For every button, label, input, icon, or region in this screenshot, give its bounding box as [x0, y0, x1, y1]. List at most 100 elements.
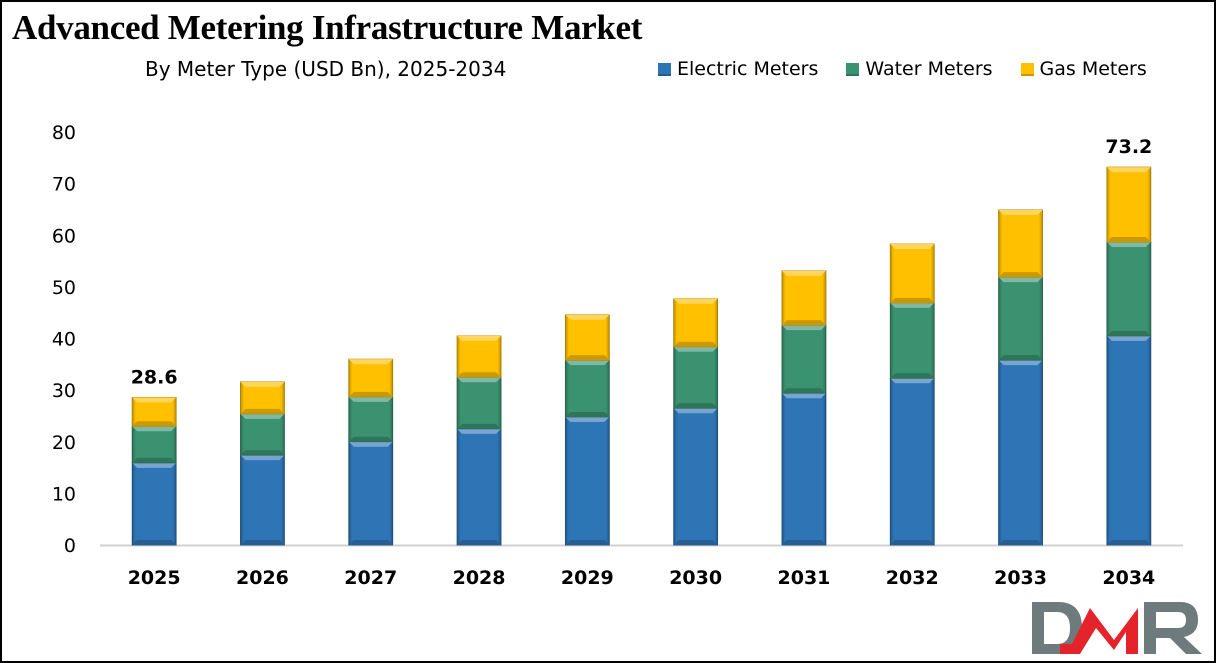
bar-bevel-shadow: [1106, 236, 1151, 242]
bar-segment-water-meters: [1106, 241, 1152, 337]
bar-segment-electric-meters: [456, 428, 502, 546]
x-tick-label: 2034: [1102, 567, 1155, 589]
legend-item: Gas Meters: [1020, 58, 1147, 80]
bar-bevel-shadow: [1106, 330, 1151, 336]
bar-bevel-highlight: [998, 277, 1043, 283]
bar-bevel-highlight: [348, 396, 393, 402]
bar-segment-water-meters: [564, 359, 610, 418]
bar-bevel-shadow: [240, 408, 285, 414]
bar-segment-gas-meters: [781, 270, 827, 326]
bar-bevel-shadow: [132, 457, 177, 463]
bar-bevel-highlight: [240, 413, 285, 419]
bar-segment-gas-meters: [673, 298, 719, 348]
x-tick-label: 2030: [669, 567, 722, 589]
x-tick-label: 2027: [344, 567, 397, 589]
bar-bevel-shadow: [348, 391, 393, 397]
bar-bevel-shadow: [890, 373, 935, 379]
bar-segment-water-meters: [456, 376, 502, 430]
bar-bevel-highlight: [781, 393, 826, 399]
bar-bevel-highlight: [673, 346, 718, 352]
x-tick-label: 2032: [886, 567, 939, 589]
bar-bevel-shadow: [673, 540, 718, 545]
bar-bevel-shadow: [673, 341, 718, 347]
bar-bevel-shadow: [457, 423, 502, 429]
bar-stack-2034: [1106, 166, 1152, 546]
bar-bevel-shadow: [1106, 540, 1151, 545]
total-data-label: 28.6: [131, 366, 178, 388]
bar-bevel-highlight: [565, 314, 610, 320]
bar-bevel-shadow: [457, 540, 502, 545]
bar-segment-electric-meters: [564, 416, 610, 546]
bar-bevel-shadow: [240, 540, 285, 545]
bar-bevel-shadow: [673, 403, 718, 409]
bar-bevel-highlight: [348, 359, 393, 365]
y-tick-label: 40: [52, 329, 76, 351]
logo-letter-r: [1144, 602, 1202, 654]
bar-segment-gas-meters: [240, 381, 285, 415]
bar-bevel-highlight: [673, 298, 718, 304]
bar-bevel-shadow: [781, 320, 826, 326]
bar-bevel-shadow: [565, 411, 610, 417]
bar-bevel-shadow: [565, 355, 610, 361]
y-tick-label: 70: [52, 174, 76, 196]
bar-bevel-highlight: [998, 360, 1043, 366]
x-tick-label: 2033: [994, 567, 1047, 589]
bar-bevel-shadow: [132, 421, 177, 427]
bar-bevel-highlight: [132, 397, 177, 403]
legend-label: Water Meters: [865, 58, 993, 80]
bar-segment-water-meters: [348, 396, 394, 443]
bar-bevel-shadow: [998, 272, 1043, 278]
bar-bevel-shadow: [998, 355, 1043, 361]
y-tick-label: 80: [52, 122, 76, 144]
x-tick-label: 2029: [561, 567, 614, 589]
bar-segment-gas-meters: [889, 243, 935, 304]
bar-segment-electric-meters: [131, 462, 177, 546]
y-tick-label: 20: [52, 432, 76, 454]
legend-label: Gas Meters: [1039, 58, 1147, 80]
bar-bevel-highlight: [890, 302, 935, 308]
bar-stack-2028: [456, 335, 502, 546]
bar-bevel-shadow: [457, 372, 502, 378]
bar-bevel-shadow: [348, 540, 393, 545]
bar-bevel-shadow: [565, 540, 610, 545]
chart-subtitle: By Meter Type (USD Bn), 2025-2034: [145, 57, 507, 81]
bar-segment-gas-meters: [348, 358, 394, 398]
bar-segment-electric-meters: [348, 441, 394, 546]
bar-bevel-highlight: [1106, 335, 1151, 341]
bar-bevel-highlight: [348, 441, 393, 447]
bar-segment-gas-meters: [1106, 166, 1152, 243]
logo-letter-d: [1032, 602, 1082, 654]
bar-bevel-shadow: [348, 436, 393, 442]
bar-bevel-highlight: [240, 455, 285, 461]
bar-bevel-highlight: [890, 378, 935, 384]
chart-title: Advanced Metering Infrastructure Market: [12, 8, 643, 47]
bar-stack-2031: [781, 270, 827, 546]
legend-swatch: [1020, 62, 1034, 76]
total-data-label: 73.2: [1105, 136, 1152, 158]
bar-stack-2026: [240, 381, 285, 546]
x-tick-label: 2025: [128, 567, 181, 589]
legend-item: Water Meters: [846, 58, 993, 80]
bar-segment-water-meters: [240, 413, 285, 456]
y-tick-label: 50: [52, 277, 76, 299]
bar-stack-2033: [998, 209, 1043, 546]
bar-bevel-shadow: [240, 450, 285, 456]
bar-bevel-shadow: [890, 297, 935, 303]
logo-letter-m: [1060, 608, 1138, 654]
bar-bevel-shadow: [998, 540, 1043, 545]
legend-swatch: [846, 62, 860, 76]
bar-bevel-highlight: [565, 416, 610, 422]
bar-bevel-highlight: [240, 381, 285, 387]
bar-bevel-shadow: [890, 540, 935, 545]
dmr-logo: [1032, 602, 1202, 654]
y-tick-label: 60: [52, 225, 76, 247]
bar-segment-electric-meters: [998, 359, 1043, 546]
bar-bevel-highlight: [132, 462, 177, 468]
bar-bevel-highlight: [457, 377, 502, 383]
x-tick-label: 2026: [236, 567, 289, 589]
bar-bevel-highlight: [457, 335, 502, 341]
bar-bevel-highlight: [781, 270, 826, 276]
bar-segment-electric-meters: [889, 377, 935, 546]
bar-segment-electric-meters: [781, 392, 827, 546]
